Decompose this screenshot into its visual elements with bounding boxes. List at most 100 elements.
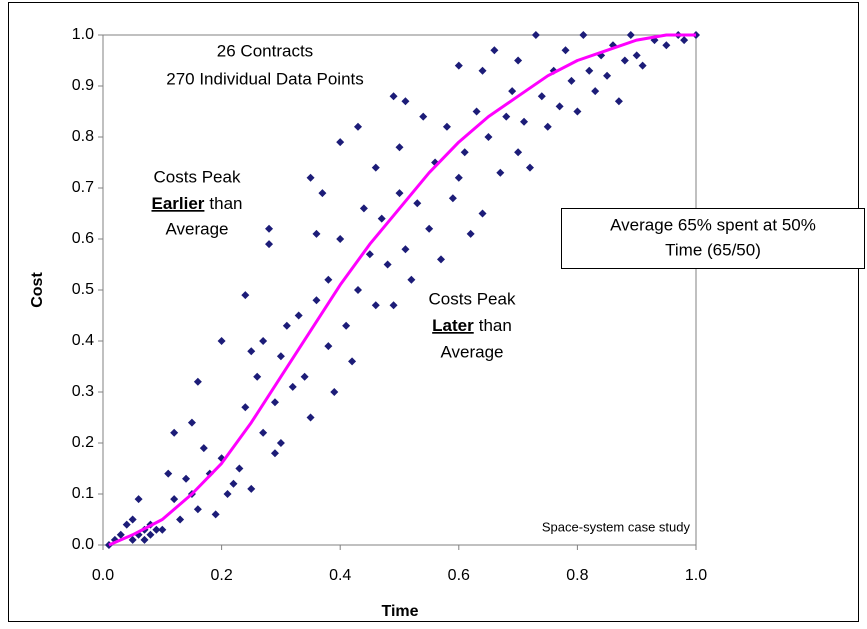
data-point [454,173,463,182]
annotation: than [209,194,242,213]
y-tick-label: 0.0 [72,536,94,553]
data-point [555,102,564,111]
data-point [336,235,345,243]
data-point [270,398,279,407]
data-point [460,148,469,157]
data-point [348,357,357,366]
data-point [312,229,321,238]
data-point [389,301,398,310]
data-point [318,189,327,198]
data-point [484,133,493,141]
data-point [472,107,481,116]
data-point [662,41,671,50]
y-tick-label: 0.3 [72,383,94,400]
data-point [395,143,404,152]
annotation-emphasis: Earlier [151,194,204,213]
data-point [193,505,202,514]
data-point [158,525,167,534]
data-point [425,224,434,233]
data-point [525,163,534,172]
data-point [573,107,582,116]
plot-area [102,34,697,546]
y-tick-label: 0.7 [72,179,94,196]
data-point [383,260,392,269]
data-point [300,372,309,381]
data-point [247,484,256,493]
annotation: 270 Individual Data Points [166,69,364,88]
data-point [454,61,463,70]
data-point [680,36,689,45]
data-point [437,255,446,264]
data-point [288,382,297,391]
data-point [365,250,374,259]
data-point [543,122,552,131]
y-tick-label: 0.6 [72,230,94,247]
data-point [176,515,185,524]
data-point [324,342,333,351]
annotation: than [479,316,512,335]
data-point [229,479,238,488]
data-point [466,229,475,238]
data-point [626,31,635,39]
data-point [508,87,517,96]
data-point [306,173,315,182]
data-point [265,224,274,233]
data-point [282,321,291,330]
x-tick-label: 0.0 [92,567,114,584]
data-point [170,428,179,437]
data-point [371,301,380,310]
data-point [401,245,410,254]
fit-curve [108,33,696,547]
frame [8,2,859,622]
data-point [620,56,629,65]
data-point [490,46,499,55]
x-tick-label: 0.2 [210,567,232,584]
data-point [259,428,268,437]
data-point [353,122,362,131]
x-tick-label: 0.6 [448,567,470,584]
data-point [395,189,404,198]
data-point [359,204,368,213]
x-axis-label: Time [381,603,418,620]
data-point [585,66,594,75]
y-tick-label: 0.9 [72,77,94,94]
annotation: Earlier than [151,194,242,213]
data-point [413,199,422,208]
x-tick-label: 1.0 [685,567,707,584]
annotation: Costs Peak [429,289,516,308]
data-point [146,530,155,539]
data-point [502,112,511,121]
y-tick-label: 0.8 [72,128,94,145]
annotation: Time (65/50) [665,240,761,259]
data-point [235,464,244,473]
data-point [353,286,362,294]
data-point [514,148,523,157]
annotation: Average [440,342,503,361]
data-point [152,525,161,534]
annotation: Average 65% spent at 50% [610,215,816,234]
annotation: 26 Contracts [217,41,313,60]
data-point [116,530,125,539]
data-point [247,347,256,356]
data-point [276,439,285,447]
data-point [294,311,303,320]
y-tick-label: 1.0 [72,26,94,43]
data-point [377,214,386,223]
data-point [567,76,576,85]
data-point [223,490,232,498]
data-point [442,122,451,131]
y-axis-label: Cost [29,272,46,308]
y-tick-label: 0.4 [72,332,94,349]
data-point [265,240,274,249]
data-point [448,194,457,203]
data-point [401,97,410,106]
data-point [342,321,351,330]
data-point [276,352,285,361]
data-point [312,296,321,305]
data-point [603,71,612,80]
data-point [389,92,398,101]
data-point [371,163,380,172]
data-point [638,61,647,70]
data-point [199,444,208,453]
